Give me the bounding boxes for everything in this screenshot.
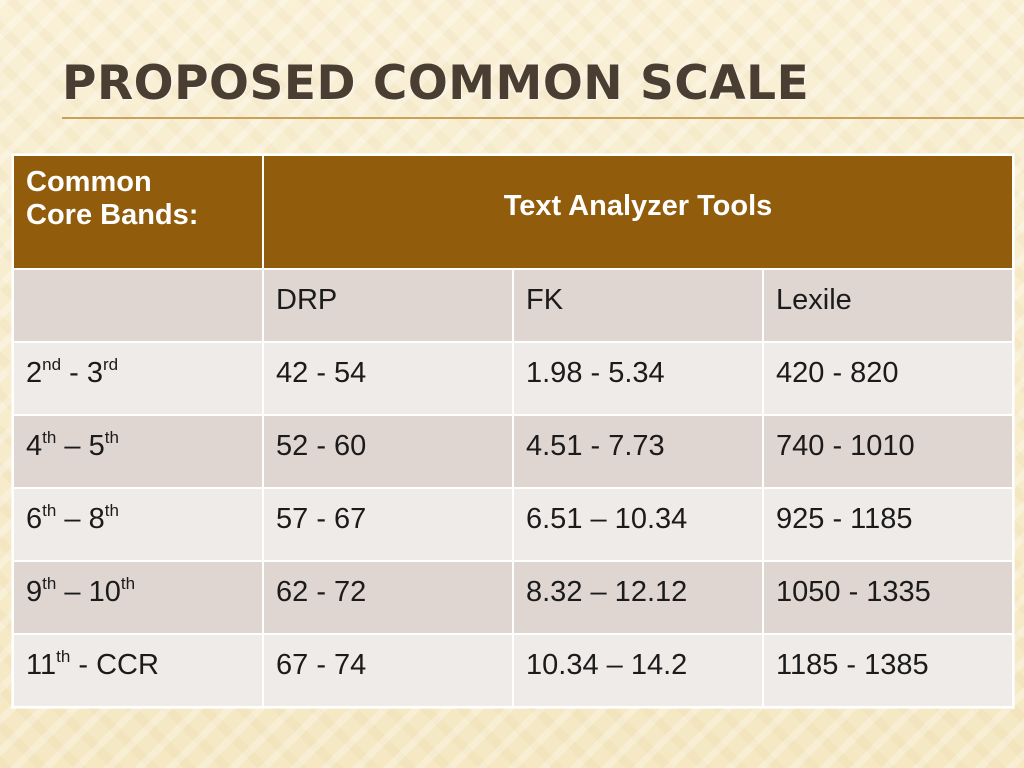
fk-cell: 8.32 – 12.12 [512,560,764,635]
band-suffix-start: th [42,574,57,593]
subheader-cell-blank [12,268,264,343]
header-bands-line1: Common [26,166,152,198]
band-num-start: 4 [26,430,43,462]
lexile-cell: 1050 - 1335 [761,560,1015,635]
table-header-row: Common Core Bands: Text Analyzer Tools [12,154,1015,270]
lexile-cell: 740 - 1010 [761,414,1015,489]
drp-cell: 42 - 54 [262,341,514,416]
drp-cell: 57 - 67 [262,487,514,562]
band-separator: – [56,576,89,608]
band-suffix-start: th [42,428,57,447]
band-suffix-end: th [104,428,119,447]
table-row: 9th – 10th 62 - 72 8.32 – 12.12 1050 - 1… [12,560,1015,635]
band-num-end: 10 [88,576,121,608]
subheader-cell-lexile: Lexile [761,268,1015,343]
subheader-cell-drp: DRP [262,268,514,343]
header-cell-bands: Common Core Bands: [12,154,264,270]
band-suffix-end: th [104,501,119,520]
band-separator: - CCR [70,649,159,681]
band-suffix-start: th [56,647,71,666]
band-num-end: 3 [86,357,103,389]
table-row: 6th – 8th 57 - 67 6.51 – 10.34 925 - 118… [12,487,1015,562]
band-cell: 9th – 10th [12,560,264,635]
band-suffix-end: th [120,574,136,593]
band-num-start: 9 [26,576,43,608]
lexile-cell: 925 - 1185 [761,487,1015,562]
header-bands-line2: Core Bands: [26,199,199,232]
band-num-start: 11 [26,649,57,681]
band-suffix-start: nd [42,355,62,374]
table-row: 4th – 5th 52 - 60 4.51 - 7.73 740 - 1010 [12,414,1015,489]
drp-cell: 62 - 72 [262,560,514,635]
lexile-cell: 1185 - 1385 [761,633,1015,708]
fk-cell: 6.51 – 10.34 [512,487,764,562]
band-num-end: 8 [88,503,105,535]
band-cell: 6th – 8th [12,487,264,562]
band-separator: - [61,357,87,389]
band-num-start: 6 [26,503,43,535]
band-num-end: 5 [88,430,105,462]
band-separator: – [56,503,89,535]
drp-cell: 52 - 60 [262,414,514,489]
subheader-cell-fk: FK [512,268,764,343]
fk-cell: 4.51 - 7.73 [512,414,764,489]
lexile-cell: 420 - 820 [761,341,1015,416]
fk-cell: 1.98 - 5.34 [512,341,764,416]
band-cell: 2nd - 3rd [12,341,264,416]
drp-cell: 67 - 74 [262,633,514,708]
table-subheader-row: DRP FK Lexile [12,268,1015,343]
band-suffix-end: rd [102,355,119,374]
band-suffix-start: th [42,501,57,520]
header-cell-tools: Text Analyzer Tools [261,154,1015,270]
title-divider [62,117,1024,119]
band-num-start: 2 [26,357,43,389]
slide-title: PROPOSED COMMON SCALE [62,56,810,111]
common-scale-table: Common Core Bands: Text Analyzer Tools D… [12,154,1015,708]
table-row: 2nd - 3rd 42 - 54 1.98 - 5.34 420 - 820 [12,341,1015,416]
fk-cell: 10.34 – 14.2 [512,633,764,708]
band-cell: 11th - CCR [12,633,264,708]
table-row: 11th - CCR 67 - 74 10.34 – 14.2 1185 - 1… [12,633,1015,708]
band-cell: 4th – 5th [12,414,264,489]
band-separator: – [56,430,89,462]
